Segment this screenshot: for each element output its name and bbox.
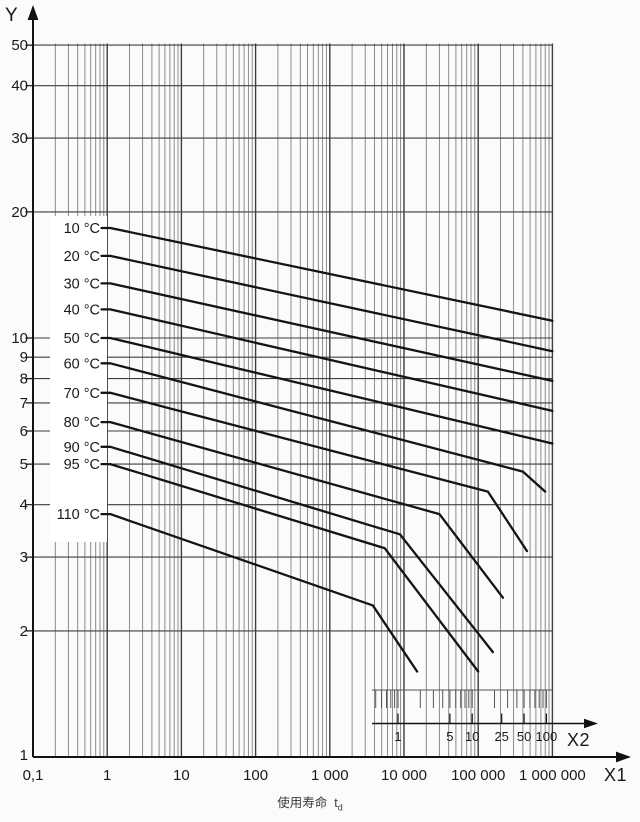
x2-minor-ticks [375,690,547,708]
temp-curve-label: 50 °C [64,331,100,347]
x2-tick-label: 1 [394,729,401,744]
x1-tick-label: 0,1 [23,767,44,784]
temp-curve-label: 10 °C [64,221,100,237]
grid-minor-vertical [54,43,550,757]
temp-curve-label: 30 °C [64,276,100,292]
caption-symbol: td [334,796,343,813]
temp-curve [100,336,554,445]
y-axis-arrow-icon [27,5,39,20]
y-tick-label: 50 [11,37,28,54]
x2-axis-label: X2 [567,730,591,750]
temp-curve [100,512,419,673]
temp-curve-label: 80 °C [64,415,100,431]
temp-curve [100,445,495,654]
temp-curve-label: 95 °C [64,457,100,473]
y-tick-label: 6 [20,423,28,440]
temp-curve [100,420,505,599]
curve-label-box [50,216,107,542]
x2-major-ticks [397,713,547,724]
chart-caption: 使用寿命 td [230,792,390,813]
temp-curve [100,308,554,413]
temp-curve-label: 20 °C [64,249,100,265]
temp-curve [100,226,554,322]
y-axis-label: Y [5,5,19,26]
y-tick-label: 5 [20,456,28,473]
y-tick-label: 30 [11,130,28,147]
y-tick-label: 1 [20,747,28,764]
temp-curve [100,391,529,553]
x1-axis-arrow-icon [616,751,631,763]
y-tick-label: 8 [20,371,28,388]
y-tick-label: 3 [20,549,28,566]
x1-tick-label: 1 000 000 [519,767,586,784]
y-tick-label: 9 [20,349,28,366]
x1-tick-label: 10 000 [381,767,427,784]
x1-tick-label: 1 [103,767,111,784]
x2-tick-label: 10 [465,729,479,744]
x1-tick-label: 100 [243,767,268,784]
temp-curve-label: 60 °C [64,356,100,372]
x2-tick-label: 25 [494,729,508,744]
y-axis-ticks [25,44,33,632]
x1-tick-label: 100 000 [451,767,505,784]
temp-curve-label: 110 °C [57,507,100,523]
y-tick-label: 4 [20,497,28,514]
caption-text: 使用寿命 [277,796,328,810]
x1-tick-label: 10 [173,767,190,784]
y-tick-label: 7 [20,395,28,412]
temp-curve [100,254,554,353]
temp-curve [100,282,554,383]
y-tick-label: 10 [11,330,28,347]
temp-curve-label: 40 °C [64,302,100,318]
temp-curve-label: 90 °C [64,440,100,456]
x1-tick-label: 1 000 [311,767,349,784]
y-tick-label: 20 [11,204,28,221]
x2-axis-arrow-icon [584,718,598,729]
temp-curve [100,362,547,493]
x2-tick-label: 100 [536,729,558,744]
temp-curve-label: 70 °C [64,386,100,402]
y-tick-label: 40 [11,78,28,95]
y-tick-label: 2 [20,623,28,640]
x2-tick-label: 5 [446,729,453,744]
grid-horizontal [33,44,553,632]
x1-axis-label: X1 [604,765,628,785]
temp-curve [100,462,480,673]
x2-tick-label: 50 [517,729,531,744]
